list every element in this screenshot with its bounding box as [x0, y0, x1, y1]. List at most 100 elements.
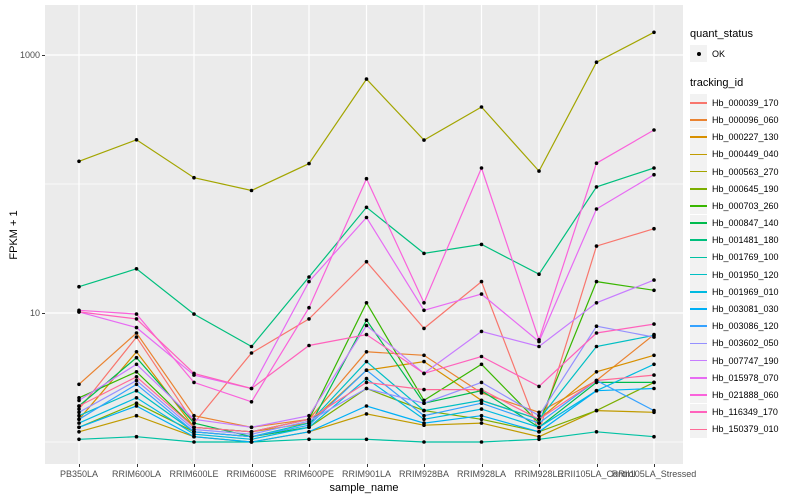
data-point	[134, 138, 139, 142]
data-point	[364, 301, 369, 305]
x-axis-title: sample_name	[329, 482, 399, 494]
data-point	[422, 417, 426, 422]
legend-item-label: Hb_000039_170	[712, 97, 779, 108]
data-point	[134, 317, 139, 321]
data-point	[479, 413, 484, 418]
data-point	[307, 279, 311, 284]
legend-item-label: OK	[712, 48, 726, 59]
x-tick-mark	[251, 464, 253, 467]
x-tick-label: RRIM928LE	[514, 469, 564, 479]
data-point	[364, 259, 369, 264]
line-key-icon	[690, 266, 707, 284]
data-point	[537, 384, 541, 389]
x-tick-mark	[596, 464, 598, 467]
data-point	[479, 105, 484, 109]
x-tick-mark	[79, 464, 80, 467]
x-tick-mark	[424, 464, 425, 467]
data-point	[77, 437, 81, 442]
data-point	[479, 166, 484, 170]
legend-item-label: Hb_015978_070	[712, 372, 779, 383]
data-point	[479, 279, 484, 284]
data-point	[537, 413, 541, 418]
legend-item-Hb_003081_030: Hb_003081_030	[690, 300, 800, 318]
data-point	[594, 185, 599, 189]
data-point	[652, 353, 656, 358]
legend-item-Hb_001769_100: Hb_001769_100	[690, 248, 800, 266]
data-point	[134, 413, 139, 418]
data-point	[422, 421, 426, 425]
legend-item-label: Hb_150379_010	[712, 424, 779, 435]
data-point	[537, 410, 541, 415]
data-point	[537, 430, 541, 434]
data-point	[134, 382, 139, 387]
data-point	[77, 159, 81, 164]
data-point	[479, 407, 484, 411]
legend-item-Hb_000227_130: Hb_000227_130	[690, 128, 800, 146]
legend-item-label: Hb_001481_180	[712, 235, 779, 246]
data-point	[134, 401, 139, 406]
line-key-icon	[690, 180, 707, 198]
data-point	[307, 305, 311, 310]
legend-item-Hb_150379_010: Hb_150379_010	[690, 420, 800, 438]
data-point	[192, 434, 196, 439]
legend-item-label: Hb_000563_270	[712, 166, 779, 177]
data-point	[537, 338, 541, 342]
data-point	[422, 326, 426, 331]
data-point	[364, 404, 369, 408]
line-key-icon	[690, 231, 707, 249]
data-point	[422, 401, 426, 406]
data-point	[652, 288, 656, 293]
data-point	[364, 350, 369, 354]
data-point	[249, 351, 254, 355]
data-point	[364, 376, 369, 381]
data-point	[134, 378, 139, 383]
x-tick-label: RRIM928BA	[398, 469, 450, 479]
data-point	[134, 331, 139, 335]
data-point	[77, 425, 81, 430]
line-key-icon	[690, 94, 707, 112]
legend-item-Hb_001950_120: Hb_001950_120	[690, 266, 800, 284]
data-point	[364, 215, 369, 220]
data-point	[77, 421, 81, 425]
legend-item-Hb_015978_070: Hb_015978_070	[690, 369, 800, 387]
data-point	[134, 267, 139, 271]
data-point	[422, 413, 426, 418]
legend-item-label: Hb_003081_030	[712, 304, 779, 315]
data-point	[422, 359, 426, 364]
data-point	[192, 380, 196, 385]
data-point	[652, 278, 656, 282]
legend-item-label: Hb_021888_060	[712, 389, 779, 400]
x-tick-label: RRII105LA_Control	[557, 469, 636, 479]
data-point	[134, 325, 139, 330]
data-point	[77, 404, 81, 408]
line-key-icon	[690, 128, 707, 146]
x-tick-mark	[481, 464, 483, 467]
data-point	[422, 301, 426, 305]
data-point	[249, 386, 254, 391]
legend-item-Hb_000039_170: Hb_000039_170	[690, 94, 800, 112]
data-point	[537, 344, 541, 349]
data-point	[479, 354, 484, 359]
x-tick-label: RRIM600LA	[111, 469, 162, 479]
legend-item-label: Hb_000847_140	[712, 218, 779, 229]
data-point	[192, 425, 196, 430]
data-point	[652, 30, 656, 35]
data-point	[537, 421, 541, 425]
legend-item-Hb_001481_180: Hb_001481_180	[690, 231, 800, 249]
legend-item-label: Hb_003086_120	[712, 321, 779, 332]
data-point	[594, 408, 599, 413]
legend-item-Hb_000645_190: Hb_000645_190	[690, 180, 800, 198]
data-point	[594, 161, 599, 165]
data-point	[307, 275, 311, 279]
data-point	[364, 437, 369, 442]
x-tick-mark	[539, 464, 540, 467]
data-point	[594, 244, 599, 248]
data-point	[422, 308, 426, 313]
data-point	[192, 371, 196, 376]
plot-panel	[45, 5, 683, 464]
y-tick-mark	[42, 55, 45, 56]
data-point	[307, 430, 311, 434]
data-point	[307, 317, 311, 321]
data-point	[652, 434, 656, 439]
